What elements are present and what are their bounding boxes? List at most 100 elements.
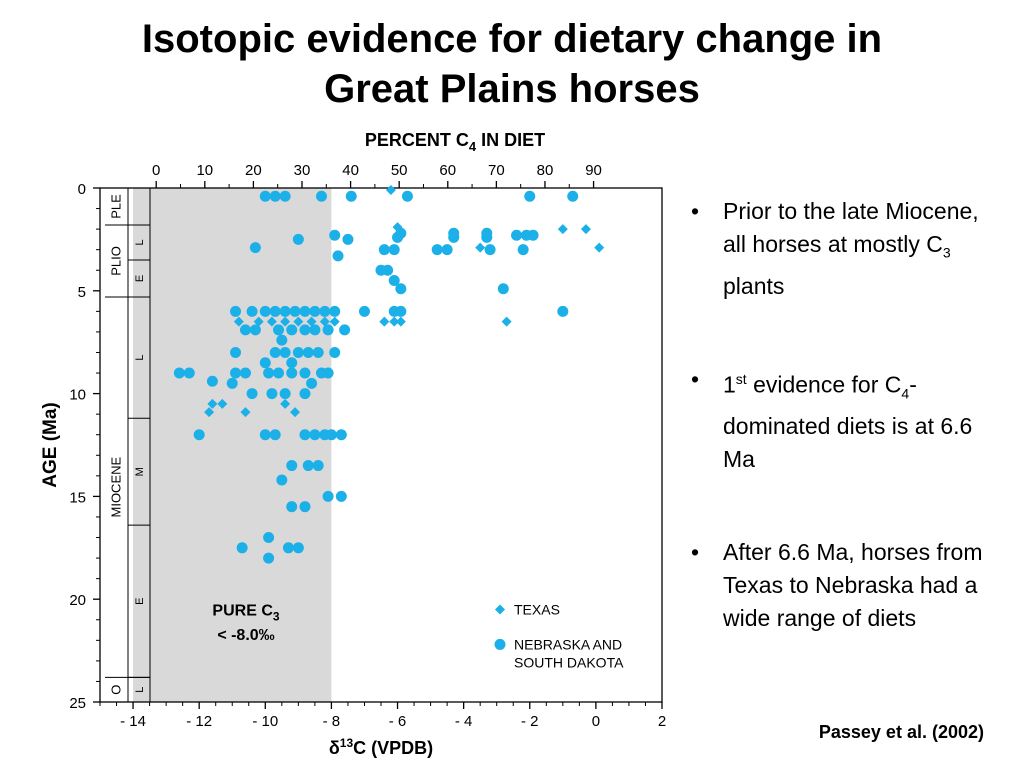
nebraska-point <box>282 542 294 554</box>
texas-point <box>240 407 251 418</box>
nebraska-point <box>388 244 400 256</box>
epoch-label: PLE <box>109 194 124 219</box>
top-tick-label: 50 <box>391 162 408 179</box>
nebraska-point <box>557 305 569 317</box>
nebraska-point <box>517 244 529 256</box>
nebraska-point <box>299 388 311 400</box>
nebraska-point <box>286 367 298 379</box>
nebraska-point <box>431 244 443 256</box>
legend-texas-label: TEXAS <box>514 601 560 617</box>
x-tick-label: - 4 <box>455 713 473 730</box>
nebraska-point <box>527 229 539 241</box>
isotope-scatter-chart: PLE PLIO MIOCENE O L E L M E L - 14 - 12 - 10 - 8 - 6 -… <box>40 130 666 758</box>
x-tick-label: - 12 <box>186 713 212 730</box>
texas-point <box>293 316 304 327</box>
nebraska-point <box>279 190 291 202</box>
nebraska-point <box>309 429 321 441</box>
stage-label: E <box>134 598 146 605</box>
top-axis-label: PERCENT C4 IN DIET <box>365 130 545 154</box>
nebraska-point <box>286 324 298 336</box>
bullet-list: Prior to the late Miocene, all horses at… <box>685 195 1005 695</box>
texas-point <box>329 316 340 327</box>
bullet-item-1: Prior to the late Miocene, all horses at… <box>685 195 1005 303</box>
nebraska-point <box>484 244 496 256</box>
nebraska-point <box>239 367 251 379</box>
nebraska-point <box>335 490 347 502</box>
y-tick-label: 0 <box>78 181 86 198</box>
bullet-2-post: -dominated diets is at 6.6 Ma <box>723 371 973 472</box>
nebraska-point <box>226 377 238 389</box>
top-tick-label: 0 <box>152 162 160 179</box>
nebraska-point <box>269 346 281 358</box>
nebraska-point <box>395 283 407 295</box>
nebraska-point <box>302 346 314 358</box>
legend-nebraska-marker <box>494 638 506 650</box>
x-tick-label: - 8 <box>323 713 341 730</box>
nebraska-point <box>441 244 453 256</box>
y-axis-label: AGE (Ma) <box>40 402 61 488</box>
x-axis-label: δ13C (VPDB) <box>329 736 433 758</box>
nebraska-point <box>329 305 341 317</box>
nebraska-point <box>276 474 288 486</box>
stage-label: M <box>134 467 146 476</box>
pure-c3-threshold: < -8.0‰ <box>217 627 274 644</box>
texas-point <box>580 224 591 235</box>
nebraska-point <box>325 429 337 441</box>
texas-point <box>280 398 291 409</box>
nebraska-point <box>259 190 271 202</box>
nebraska-point <box>292 233 304 245</box>
x-tick-label: - 14 <box>120 713 146 730</box>
nebraska-point <box>246 388 258 400</box>
nebraska-point <box>358 305 370 317</box>
nebraska-point <box>239 324 251 336</box>
texas-point <box>385 185 396 196</box>
nebraska-point <box>309 305 321 317</box>
bullet-2-sub: 4 <box>901 384 910 401</box>
nebraska-point <box>173 367 185 379</box>
texas-point <box>379 316 390 327</box>
nebraska-point <box>246 305 258 317</box>
nebraska-point <box>567 190 579 202</box>
texas-point <box>207 398 218 409</box>
nebraska-point <box>342 233 354 245</box>
nebraska-point <box>259 429 271 441</box>
nebraska-point <box>273 324 285 336</box>
bullet-item-3: After 6.6 Ma, horses from Texas to Nebra… <box>685 536 1005 635</box>
stage-label: L <box>134 239 146 245</box>
bullet-2-pre: 1 <box>723 371 736 398</box>
nebraska-point <box>259 357 271 369</box>
nebraska-point <box>329 346 341 358</box>
nebraska-point <box>273 367 285 379</box>
nebraska-point <box>448 227 460 239</box>
nebraska-point <box>193 429 205 441</box>
nebraska-point <box>230 367 242 379</box>
pure-c3-shaded-region <box>133 188 332 702</box>
nebraska-point <box>299 305 311 317</box>
nebraska-point <box>339 324 351 336</box>
stage-label: L <box>134 687 146 693</box>
nebraska-point <box>299 501 311 513</box>
texas-point <box>280 316 291 327</box>
x-tick-label: - 2 <box>521 713 539 730</box>
nebraska-point <box>309 324 321 336</box>
nebraska-point <box>395 305 407 317</box>
nebraska-point <box>315 190 327 202</box>
nebraska-point <box>306 377 318 389</box>
texas-point <box>475 242 486 253</box>
slide-title: Isotopic evidence for dietary change in … <box>0 14 1024 114</box>
top-tick-label: 10 <box>196 162 213 179</box>
texas-point <box>233 316 244 327</box>
top-tick-label: 20 <box>245 162 262 179</box>
stage-label: L <box>134 355 146 361</box>
nebraska-point <box>286 460 298 472</box>
nebraska-point <box>269 429 281 441</box>
pure-c3-label: PURE C3 <box>212 602 279 623</box>
nebraska-point <box>392 231 404 243</box>
nebraska-point <box>183 367 195 379</box>
texas-point <box>557 224 568 235</box>
nebraska-point <box>286 501 298 513</box>
nebraska-point <box>345 190 357 202</box>
nebraska-point <box>481 227 493 239</box>
nebraska-point <box>279 346 291 358</box>
title-line-1: Isotopic evidence for dietary change in <box>141 17 883 61</box>
